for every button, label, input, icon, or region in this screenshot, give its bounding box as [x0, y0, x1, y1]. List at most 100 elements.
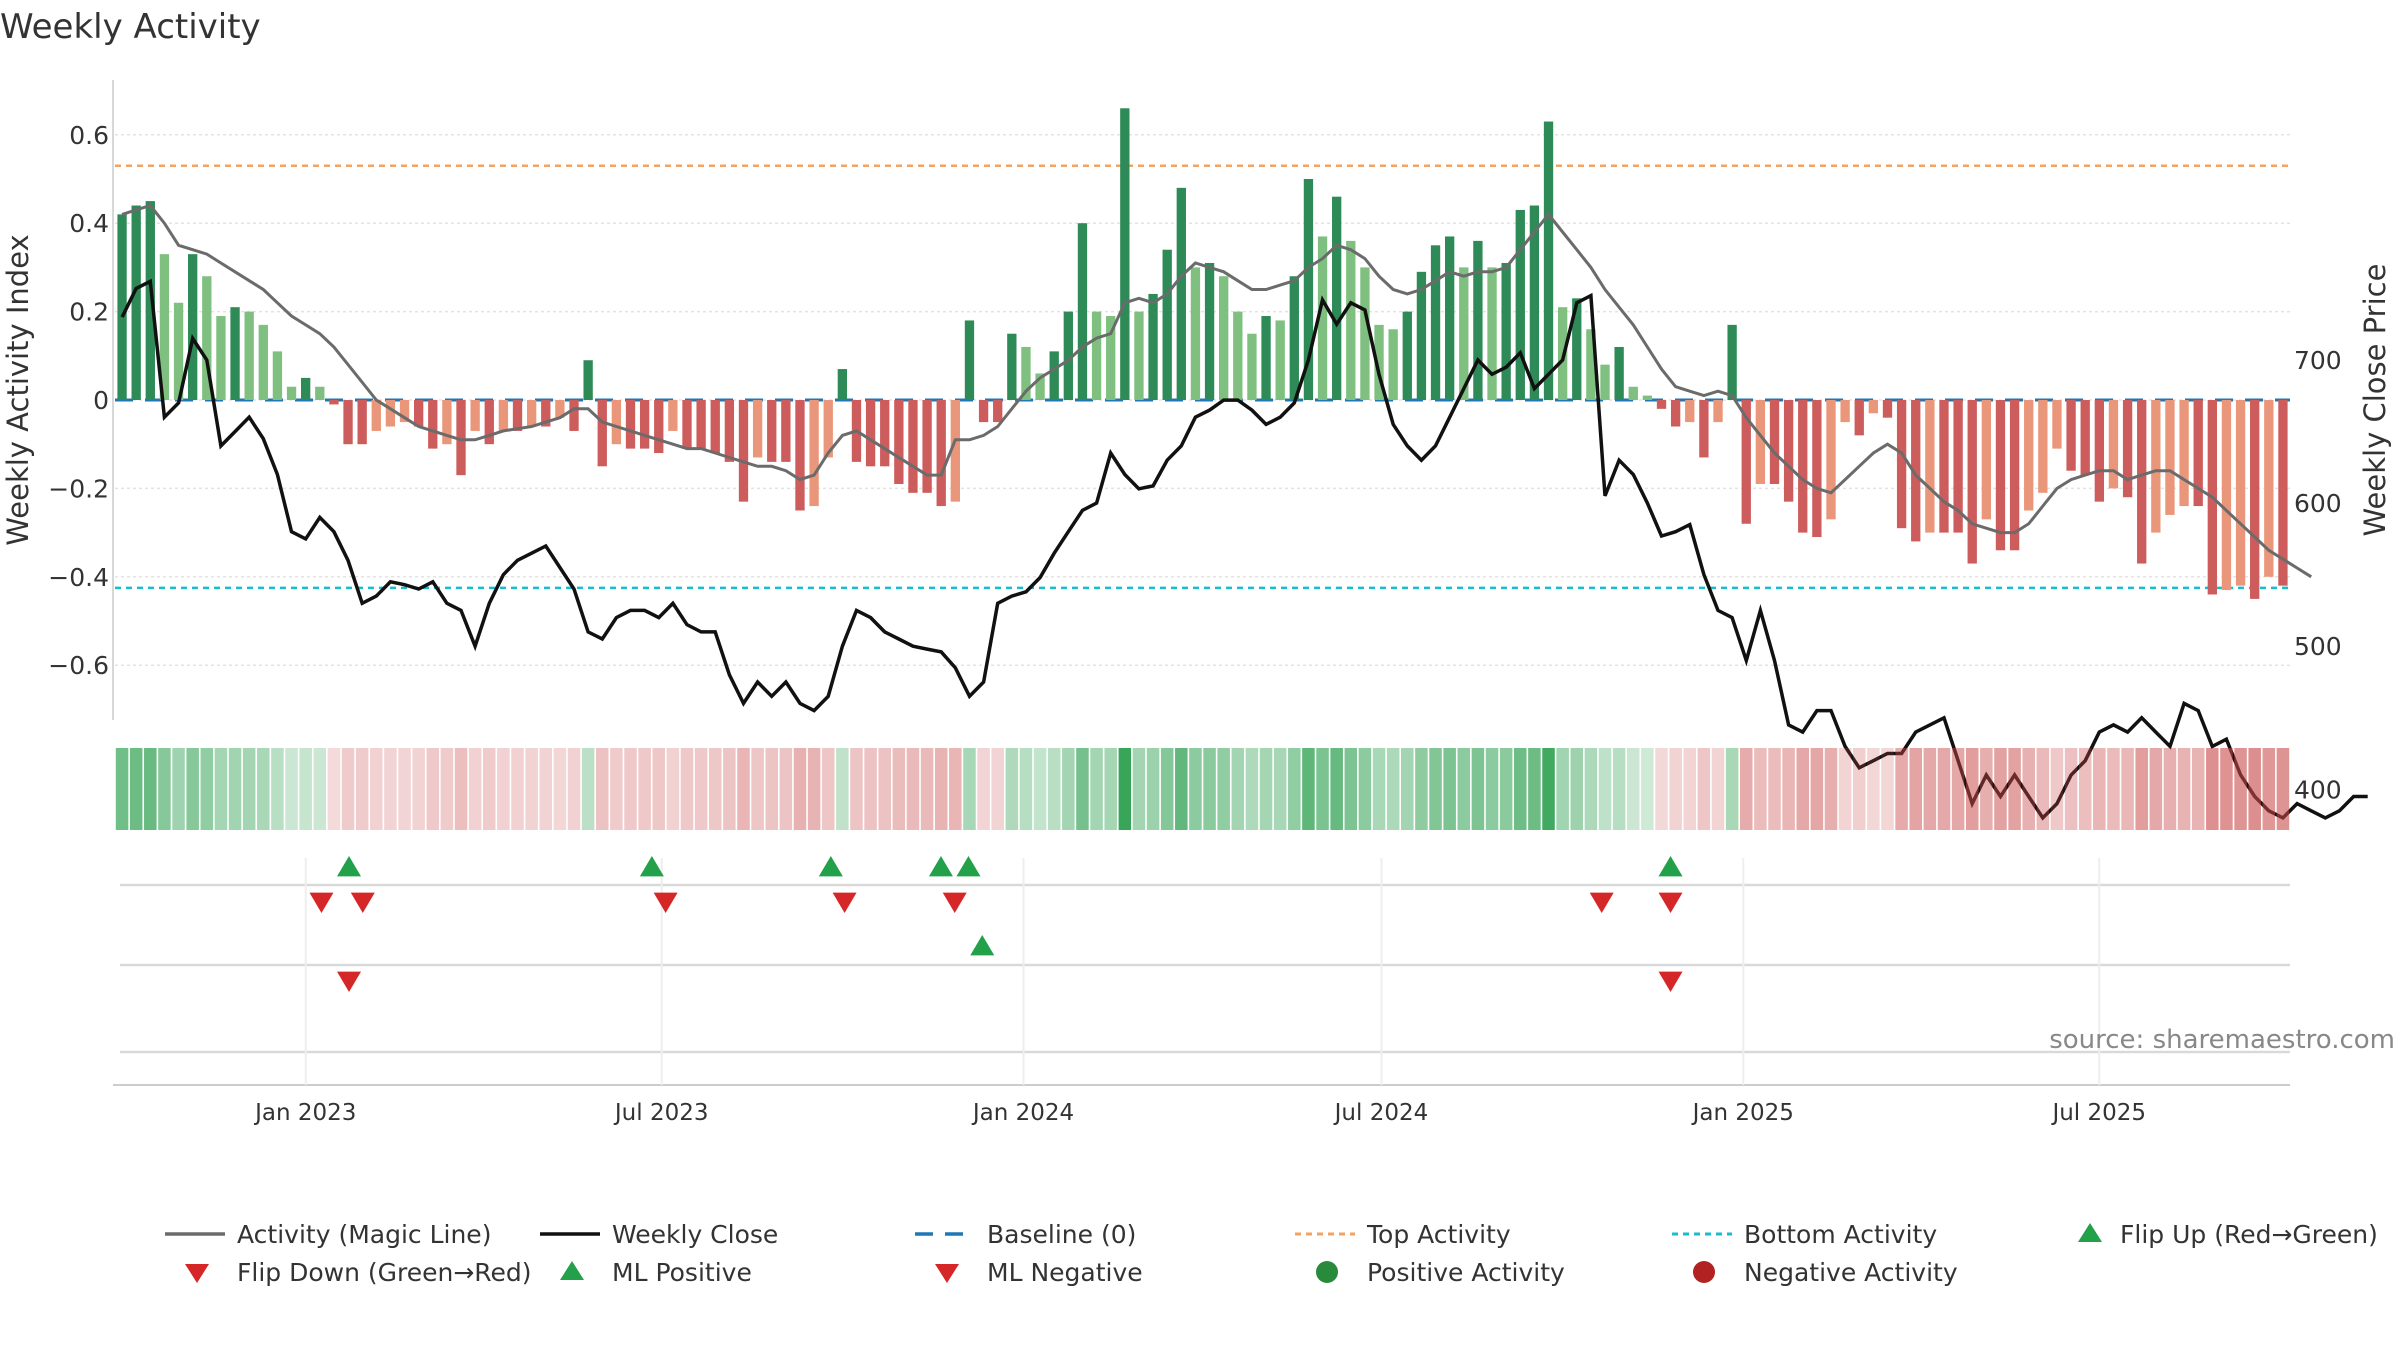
heat-strip-cell [1288, 748, 1301, 830]
heat-strip-cell [680, 748, 694, 830]
activity-heat-strip [115, 748, 2290, 830]
legend-swatch-negative-activity [1693, 1261, 1715, 1283]
x-tick-label: Jan 2023 [253, 1100, 356, 1126]
heat-strip-cell [1641, 748, 1654, 830]
activity-bar [145, 201, 155, 400]
activity-bar [1826, 400, 1836, 520]
activity-bar [1317, 236, 1328, 400]
activity-bar [1882, 400, 1893, 418]
heat-strip-cell [1810, 748, 1824, 830]
legend-label: Top Activity [1366, 1220, 1511, 1249]
activity-bar [2080, 400, 2090, 476]
activity-bar [442, 400, 452, 445]
heat-strip-cell [878, 748, 891, 830]
activity-bar [1035, 373, 1045, 400]
activity-bar [1699, 400, 1709, 458]
heat-strip-cell [666, 748, 680, 830]
heat-strip-cell [906, 748, 920, 830]
activity-bar [1487, 267, 1497, 400]
activity-bar [272, 351, 283, 400]
flip-down-marker [309, 892, 334, 913]
heat-strip-cell [920, 748, 934, 830]
heat-strip-cell [384, 748, 397, 830]
heat-strip-cell [1203, 748, 1216, 830]
activity-bar [1190, 267, 1201, 400]
activity-bar [188, 254, 198, 400]
heat-strip-cell [539, 748, 553, 830]
heat-strip-cell [1429, 748, 1442, 830]
flip-up-marker [928, 856, 953, 877]
heat-strip-cell [1655, 748, 1668, 830]
heat-strip-cell [1358, 748, 1372, 830]
activity-bar [1120, 108, 1130, 400]
heat-strip-cell [2276, 748, 2290, 830]
heat-strip-cell [1584, 748, 1598, 830]
activity-bar [1162, 249, 1172, 400]
activity-bar [1049, 351, 1059, 400]
heat-strip-cell [1485, 748, 1499, 830]
activity-bar [286, 386, 297, 400]
heat-strip-cell [1217, 748, 1230, 830]
heat-strip-cell [779, 748, 793, 830]
heat-strip-cell [144, 748, 157, 830]
heat-strip-cell [2008, 748, 2021, 830]
activity-bar [1614, 346, 1624, 400]
activity-bar [159, 254, 170, 400]
activity-bar [117, 214, 127, 400]
flip-up-marker [337, 856, 362, 877]
activity-bar [1007, 333, 1017, 400]
heat-strip-cell [963, 748, 976, 830]
activity-bar [922, 400, 932, 493]
heat-strip-cell [242, 748, 256, 830]
activity-bar [456, 400, 466, 476]
activity-bar [936, 400, 946, 507]
x-tick-label: Jan 2024 [971, 1100, 1074, 1126]
activity-bar [1077, 223, 1088, 400]
activity-bar [230, 307, 240, 400]
heat-strip-cell [158, 748, 171, 830]
heat-strip-cell [228, 748, 242, 830]
activity-bar [2108, 400, 2119, 489]
heat-strip-cell [483, 748, 496, 830]
activity-bar [1388, 329, 1398, 400]
activity-bar [654, 400, 664, 454]
activity-bar [1868, 400, 1879, 414]
activity-bar [484, 400, 494, 445]
heat-strip-cell [426, 748, 440, 830]
heat-strip-cell [1160, 748, 1174, 830]
heat-strip-cell [1118, 748, 1132, 830]
heat-strip-cell [751, 748, 764, 830]
y-right-tick-label: 600 [2294, 489, 2342, 518]
activity-bar [1741, 400, 1751, 524]
activity-bar [244, 311, 254, 400]
heat-strip-cell [1146, 748, 1160, 830]
heat-strip-cell [2121, 748, 2134, 830]
activity-bar [371, 400, 381, 431]
activity-bar [1134, 311, 1144, 400]
heat-strip-cell [1570, 748, 1584, 830]
heat-strip-cell [1669, 748, 1682, 830]
activity-bar [343, 400, 353, 445]
activity-bar [1444, 236, 1455, 400]
activity-bar [2193, 400, 2203, 507]
activity-bar [216, 316, 226, 400]
activity-bar [696, 400, 706, 449]
heat-strip-cell [1330, 748, 1343, 830]
activity-bar [385, 400, 396, 427]
heat-strip-cell [949, 748, 962, 830]
heat-strip-cell [1994, 748, 2007, 830]
source-note: source: sharemaestro.com [2049, 1025, 2395, 1055]
legend-label: Baseline (0) [987, 1220, 1136, 1249]
activity-bar [1416, 271, 1427, 400]
heat-strip-cell [370, 748, 383, 830]
x-tick-label: Jul 2023 [613, 1100, 709, 1126]
activity-bar [1176, 187, 1186, 400]
activity-bar [1515, 209, 1525, 400]
ml-positive-marker [970, 935, 995, 956]
heat-strip-cell [454, 748, 468, 830]
activity-bar [1332, 196, 1342, 400]
heat-strip-cell [341, 748, 355, 830]
heat-strip-cell [1739, 748, 1753, 830]
legend-label: ML Positive [612, 1258, 752, 1287]
activity-bar [512, 400, 523, 431]
